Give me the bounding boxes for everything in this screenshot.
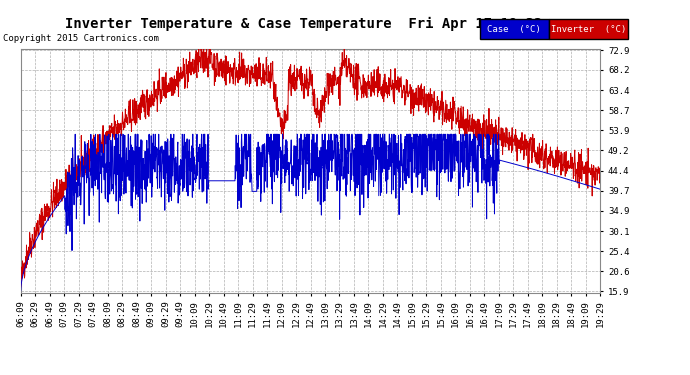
Text: Inverter  (°C): Inverter (°C) — [551, 25, 626, 34]
Text: Inverter Temperature & Case Temperature  Fri Apr 17 19:32: Inverter Temperature & Case Temperature … — [65, 17, 542, 31]
Text: Copyright 2015 Cartronics.com: Copyright 2015 Cartronics.com — [3, 34, 159, 43]
Text: Case  (°C): Case (°C) — [487, 25, 541, 34]
